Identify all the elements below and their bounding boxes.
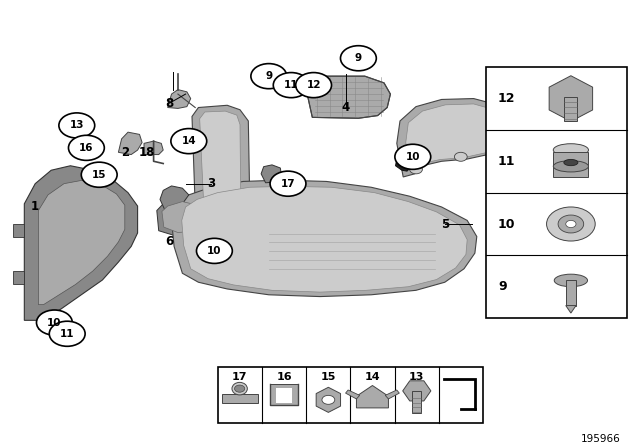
Text: 14: 14 <box>365 372 380 383</box>
Circle shape <box>196 238 232 263</box>
Text: 11: 11 <box>284 80 298 90</box>
Ellipse shape <box>553 161 589 172</box>
Circle shape <box>68 135 104 160</box>
Polygon shape <box>192 105 250 207</box>
Polygon shape <box>144 141 163 155</box>
Text: 7: 7 <box>403 159 410 172</box>
Text: 4: 4 <box>342 101 349 114</box>
Polygon shape <box>168 90 191 108</box>
Polygon shape <box>385 390 399 399</box>
Bar <box>270 383 298 405</box>
Text: 13: 13 <box>409 372 424 383</box>
Bar <box>412 391 421 413</box>
Circle shape <box>547 207 595 241</box>
Bar <box>276 388 292 403</box>
Text: 16: 16 <box>276 372 292 383</box>
Polygon shape <box>403 381 431 401</box>
Polygon shape <box>182 186 467 292</box>
Polygon shape <box>13 224 24 237</box>
Text: 5: 5 <box>441 217 449 231</box>
Circle shape <box>36 310 72 335</box>
Polygon shape <box>38 180 125 305</box>
Polygon shape <box>172 180 477 297</box>
Circle shape <box>322 396 335 405</box>
Polygon shape <box>406 104 512 171</box>
Ellipse shape <box>554 274 588 287</box>
Text: 13: 13 <box>70 121 84 130</box>
Circle shape <box>273 73 309 98</box>
Text: 11: 11 <box>498 155 515 168</box>
Circle shape <box>506 112 518 121</box>
Text: 6: 6 <box>166 235 173 249</box>
Text: 9: 9 <box>498 280 506 293</box>
Text: 195966: 195966 <box>581 435 621 444</box>
Polygon shape <box>13 271 24 284</box>
Circle shape <box>49 321 85 346</box>
Circle shape <box>251 64 287 89</box>
Text: 15: 15 <box>321 372 336 383</box>
Polygon shape <box>396 157 412 171</box>
Polygon shape <box>24 166 138 320</box>
Text: 2: 2 <box>121 146 129 159</box>
Bar <box>221 394 257 403</box>
Circle shape <box>395 144 431 169</box>
Circle shape <box>171 129 207 154</box>
Ellipse shape <box>232 383 247 395</box>
Text: 14: 14 <box>182 136 196 146</box>
Polygon shape <box>356 385 388 408</box>
Bar <box>218 367 483 423</box>
Polygon shape <box>261 165 282 183</box>
Text: 8: 8 <box>166 96 173 110</box>
Ellipse shape <box>553 144 589 156</box>
Text: 10: 10 <box>47 318 61 327</box>
Circle shape <box>296 73 332 98</box>
Text: 17: 17 <box>281 179 295 189</box>
Bar <box>486 67 627 318</box>
Text: 18: 18 <box>139 146 156 159</box>
Text: 12: 12 <box>307 80 321 90</box>
Polygon shape <box>316 387 340 412</box>
Polygon shape <box>157 198 208 237</box>
Circle shape <box>410 165 422 174</box>
Polygon shape <box>566 306 576 313</box>
Text: 12: 12 <box>498 92 515 105</box>
Ellipse shape <box>564 159 578 166</box>
Circle shape <box>496 134 509 142</box>
Polygon shape <box>118 132 142 155</box>
Circle shape <box>340 46 376 71</box>
Bar <box>553 152 589 177</box>
Text: 9: 9 <box>355 53 362 63</box>
Text: 15: 15 <box>92 170 106 180</box>
Circle shape <box>59 113 95 138</box>
Text: 11: 11 <box>60 329 74 339</box>
Circle shape <box>234 385 244 392</box>
Circle shape <box>558 215 584 233</box>
Polygon shape <box>307 76 390 118</box>
Bar <box>564 97 577 121</box>
Polygon shape <box>200 111 241 204</box>
Text: 3: 3 <box>207 177 215 190</box>
Text: 16: 16 <box>79 143 93 153</box>
Polygon shape <box>549 76 593 121</box>
Text: 17: 17 <box>232 372 248 383</box>
Circle shape <box>270 171 306 196</box>
Text: 10: 10 <box>406 152 420 162</box>
Text: 1: 1 <box>31 199 39 213</box>
Text: 9: 9 <box>265 71 273 81</box>
Polygon shape <box>38 320 64 332</box>
Polygon shape <box>162 202 203 233</box>
Bar <box>566 280 576 306</box>
Polygon shape <box>160 186 189 220</box>
Polygon shape <box>346 390 360 399</box>
Text: 10: 10 <box>498 217 515 231</box>
Circle shape <box>81 162 117 187</box>
Circle shape <box>566 220 576 228</box>
Polygon shape <box>397 99 520 177</box>
Text: 10: 10 <box>207 246 221 256</box>
Circle shape <box>454 152 467 161</box>
